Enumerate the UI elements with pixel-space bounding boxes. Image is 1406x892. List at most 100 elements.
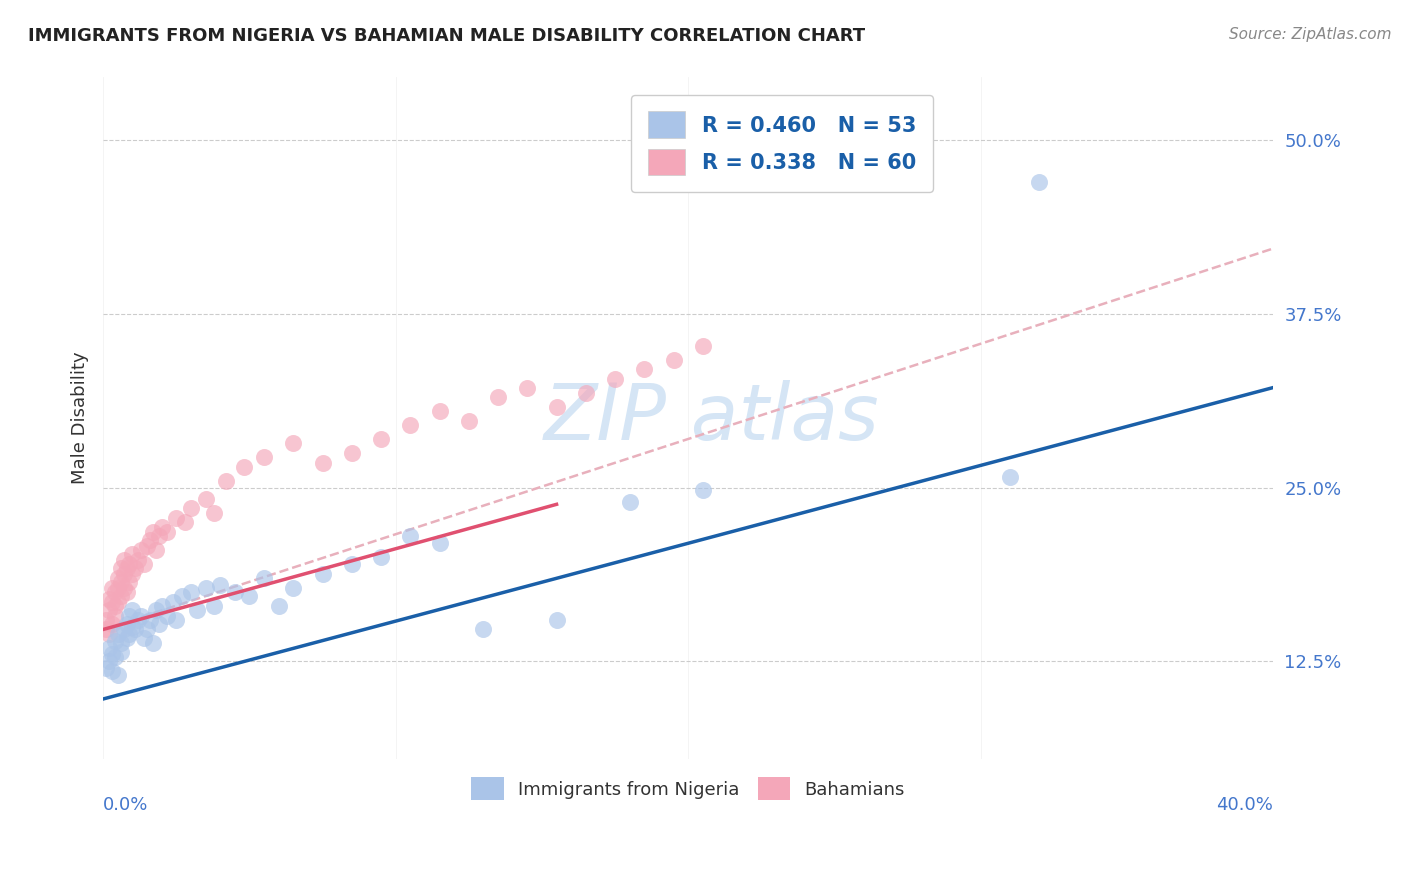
- Point: [232, 459, 254, 474]
- Point: [174, 516, 197, 530]
- Text: ZIP atlas: ZIP atlas: [544, 380, 879, 456]
- Point: [202, 506, 225, 520]
- Point: [107, 626, 129, 640]
- Point: [283, 436, 305, 450]
- Point: [148, 529, 170, 543]
- Point: [142, 525, 165, 540]
- Point: [340, 446, 363, 460]
- Point: [101, 648, 124, 662]
- Point: [112, 581, 135, 595]
- Point: [516, 380, 538, 394]
- Point: [110, 589, 132, 603]
- Point: [124, 623, 146, 637]
- Y-axis label: Male Disability: Male Disability: [72, 351, 89, 484]
- Point: [107, 595, 129, 609]
- Point: [546, 613, 568, 627]
- Point: [115, 616, 138, 631]
- Point: [340, 557, 363, 571]
- Point: [115, 585, 138, 599]
- Point: [107, 571, 129, 585]
- Point: [142, 636, 165, 650]
- Point: [311, 456, 333, 470]
- Point: [457, 414, 479, 428]
- Point: [136, 623, 159, 637]
- Point: [129, 543, 152, 558]
- Point: [150, 519, 173, 533]
- Point: [172, 589, 194, 603]
- Point: [370, 432, 392, 446]
- Point: [998, 469, 1021, 483]
- Point: [110, 645, 132, 659]
- Point: [112, 566, 135, 581]
- Point: [118, 575, 141, 590]
- Point: [118, 626, 141, 640]
- Point: [165, 511, 187, 525]
- Point: [224, 585, 246, 599]
- Point: [692, 339, 714, 353]
- Point: [129, 608, 152, 623]
- Point: [238, 589, 260, 603]
- Point: [194, 491, 217, 506]
- Point: [127, 553, 149, 567]
- Point: [98, 591, 121, 606]
- Point: [121, 548, 143, 562]
- Point: [107, 668, 129, 682]
- Point: [121, 566, 143, 581]
- Point: [472, 623, 495, 637]
- Point: [110, 575, 132, 590]
- Point: [150, 599, 173, 613]
- Point: [98, 626, 121, 640]
- Text: 0.0%: 0.0%: [103, 797, 149, 814]
- Point: [124, 561, 146, 575]
- Point: [115, 561, 138, 575]
- Point: [112, 623, 135, 637]
- Point: [486, 390, 509, 404]
- Point: [94, 623, 117, 637]
- Point: [662, 352, 685, 367]
- Point: [104, 650, 127, 665]
- Point: [156, 525, 179, 540]
- Text: Source: ZipAtlas.com: Source: ZipAtlas.com: [1229, 27, 1392, 42]
- Point: [110, 636, 132, 650]
- Point: [1028, 175, 1050, 189]
- Point: [156, 608, 179, 623]
- Point: [546, 400, 568, 414]
- Point: [98, 655, 121, 669]
- Point: [107, 581, 129, 595]
- Point: [253, 450, 276, 464]
- Point: [180, 501, 202, 516]
- Point: [98, 640, 121, 655]
- Point: [370, 550, 392, 565]
- Point: [101, 581, 124, 595]
- Point: [139, 613, 162, 627]
- Point: [104, 599, 127, 613]
- Point: [283, 581, 305, 595]
- Point: [145, 603, 167, 617]
- Point: [139, 533, 162, 548]
- Point: [194, 581, 217, 595]
- Point: [127, 613, 149, 627]
- Point: [118, 557, 141, 571]
- Point: [202, 599, 225, 613]
- Point: [311, 566, 333, 581]
- Point: [619, 494, 641, 508]
- Point: [253, 571, 276, 585]
- Point: [94, 661, 117, 675]
- Point: [98, 603, 121, 617]
- Text: IMMIGRANTS FROM NIGERIA VS BAHAMIAN MALE DISABILITY CORRELATION CHART: IMMIGRANTS FROM NIGERIA VS BAHAMIAN MALE…: [28, 27, 865, 45]
- Point: [136, 539, 159, 553]
- Point: [215, 474, 238, 488]
- Point: [429, 404, 451, 418]
- Text: 40.0%: 40.0%: [1216, 797, 1274, 814]
- Point: [145, 543, 167, 558]
- Point: [148, 616, 170, 631]
- Point: [132, 631, 155, 645]
- Point: [101, 664, 124, 678]
- Point: [101, 616, 124, 631]
- Point: [104, 608, 127, 623]
- Legend: Immigrants from Nigeria, Bahamians: Immigrants from Nigeria, Bahamians: [464, 770, 912, 807]
- Point: [429, 536, 451, 550]
- Point: [118, 608, 141, 623]
- Point: [110, 561, 132, 575]
- Point: [101, 595, 124, 609]
